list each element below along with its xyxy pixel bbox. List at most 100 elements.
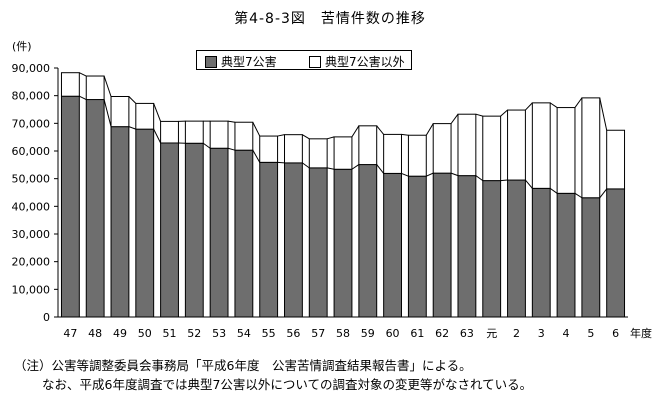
y-tick-label: 80,000 xyxy=(12,90,51,103)
x-tick-label: 54 xyxy=(237,327,251,340)
x-tick-label: 51 xyxy=(163,327,177,340)
y-tick-label: 70,000 xyxy=(12,117,51,130)
bar-typical-50 xyxy=(135,128,155,318)
bar-typical-5 xyxy=(581,197,601,318)
connector-total xyxy=(227,120,236,123)
connector-total xyxy=(128,96,137,104)
y-tick-label: 20,000 xyxy=(12,256,51,269)
connector-typical xyxy=(426,172,434,177)
connector-total xyxy=(277,134,285,137)
bar-other-6 xyxy=(606,129,626,190)
bar-other-元 xyxy=(482,115,502,182)
y-tick-label: 10,000 xyxy=(12,283,51,296)
bar-typical-51 xyxy=(160,142,179,318)
connector-typical xyxy=(252,149,261,163)
bar-other-58 xyxy=(333,136,353,170)
y-tick-label: 90,000 xyxy=(12,62,51,75)
x-tick-label: 4 xyxy=(563,327,570,340)
bar-typical-4 xyxy=(556,192,576,318)
bar-typical-56 xyxy=(284,162,303,318)
bar-other-62 xyxy=(432,123,452,174)
bar-typical-2 xyxy=(507,179,526,318)
connector-total xyxy=(475,113,483,117)
x-tick-label: 2 xyxy=(513,327,520,340)
bar-other-50 xyxy=(135,102,155,130)
connector-typical xyxy=(128,126,136,130)
y-tick-label: 30,000 xyxy=(12,228,51,241)
connector-typical xyxy=(227,147,236,151)
bar-other-60 xyxy=(383,133,402,174)
bar-other-5 xyxy=(581,97,601,199)
bar-other-56 xyxy=(284,134,303,164)
bar-typical-63 xyxy=(457,175,477,318)
chart-legend: 典型7公害 典型7公害以外 xyxy=(196,50,412,70)
bar-other-53 xyxy=(209,120,229,149)
bar-other-51 xyxy=(160,120,179,144)
bar-other-49 xyxy=(110,95,130,128)
footnote-change: なお、平成6年度調査では典型7公害以外についての調査対象の変更等がなされている。 xyxy=(42,377,533,392)
bar-other-54 xyxy=(234,121,254,151)
footnote-source: （注）公害等調整委員会事務局「平成6年度 公害苦情調査結果報告書」による。 xyxy=(14,358,472,373)
connector-typical xyxy=(277,161,285,164)
bar-typical-52 xyxy=(184,142,204,318)
legend-swatch-other xyxy=(309,55,321,68)
connector-typical xyxy=(351,164,360,170)
connector-total xyxy=(574,97,583,108)
legend-label-typical: 典型7公害 xyxy=(221,55,277,69)
bar-other-3 xyxy=(531,102,551,189)
x-tick-label: 60 xyxy=(386,327,400,340)
x-tick-label: 52 xyxy=(187,327,201,340)
chart-title: 第4-8-3図 苦情件数の推移 xyxy=(234,11,426,27)
connector-typical xyxy=(376,164,385,174)
connector-total xyxy=(351,125,360,138)
bar-other-47 xyxy=(60,72,80,97)
connector-total xyxy=(500,109,508,117)
connector-total xyxy=(450,113,459,124)
connector-typical xyxy=(327,167,335,170)
connector-typical xyxy=(525,179,533,189)
bar-typical-47 xyxy=(60,95,80,318)
connector-typical xyxy=(153,128,162,144)
bar-other-2 xyxy=(507,109,526,181)
y-axis-unit-label: (件) xyxy=(12,40,32,53)
x-tick-label: 50 xyxy=(138,327,152,340)
connector-typical xyxy=(202,142,211,149)
connector-typical xyxy=(549,187,558,194)
connector-typical xyxy=(302,162,310,169)
x-tick-label: 59 xyxy=(361,327,375,340)
bar-other-57 xyxy=(308,138,328,169)
bar-typical-61 xyxy=(407,175,427,318)
connector-total xyxy=(302,134,310,140)
connector-total xyxy=(252,122,261,137)
connector-total xyxy=(153,103,162,122)
connector-typical xyxy=(79,95,87,100)
legend-label-other: 典型7公害以外 xyxy=(325,55,405,69)
x-tick-label: 63 xyxy=(460,327,474,340)
x-axis-unit-label: 年度 xyxy=(630,326,652,340)
bar-other-48 xyxy=(85,75,105,101)
legend-item-other: 典型7公害以外 xyxy=(309,53,405,70)
x-tick-label: 47 xyxy=(63,327,77,340)
connector-typical xyxy=(574,192,583,199)
bar-typical-元 xyxy=(482,180,502,318)
x-tick-label: 6 xyxy=(612,327,619,340)
bar-typical-3 xyxy=(531,187,551,318)
x-tick-label: 53 xyxy=(212,327,226,340)
x-tick-label: 元 xyxy=(486,327,497,340)
bar-typical-6 xyxy=(606,188,626,318)
bar-other-61 xyxy=(407,134,427,177)
bar-typical-60 xyxy=(383,172,402,318)
connector-typical xyxy=(103,99,112,127)
connector-total xyxy=(525,102,533,111)
y-tick-label: 40,000 xyxy=(12,200,51,213)
legend-swatch-typical xyxy=(205,55,217,68)
y-tick-label: 0 xyxy=(43,311,50,324)
connector-total xyxy=(599,97,608,131)
x-tick-label: 5 xyxy=(587,327,594,340)
x-tick-label: 48 xyxy=(88,327,102,340)
x-tick-label: 49 xyxy=(113,327,127,340)
y-tick-label: 50,000 xyxy=(12,173,51,186)
connector-typical xyxy=(599,188,608,199)
bar-other-63 xyxy=(457,113,477,177)
